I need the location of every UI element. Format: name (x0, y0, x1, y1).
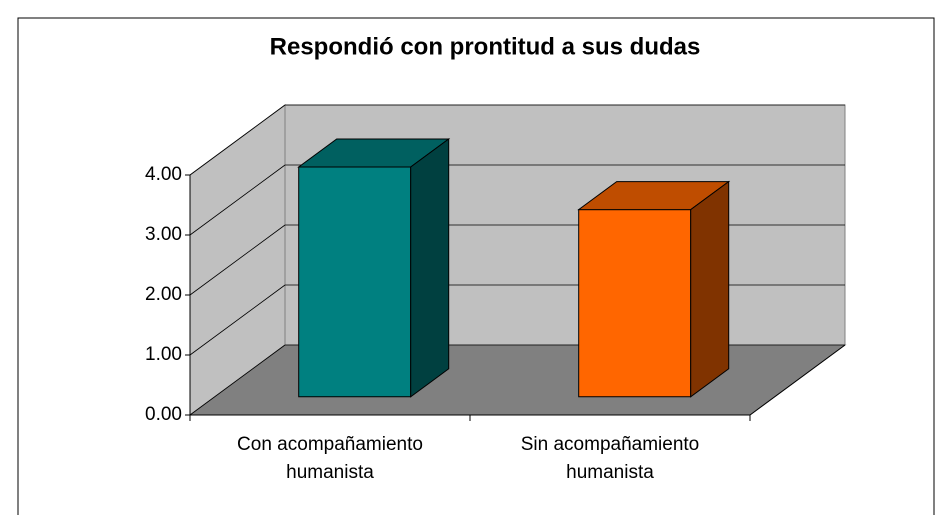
y-tick-label: 4.00 (145, 164, 182, 185)
y-tick-label: 2.00 (145, 284, 182, 305)
y-tick-label: 1.00 (145, 344, 182, 365)
grid-line (189, 224, 286, 296)
grid-line (189, 284, 286, 356)
bar-front (578, 209, 692, 398)
bar-side (410, 138, 450, 398)
y-tick-label: 3.00 (145, 224, 182, 245)
x-tick-label: Con acompañamiento humanista (237, 434, 423, 483)
grid-line (189, 344, 286, 416)
x-tick-label: Sin acompañamiento humanista (521, 434, 700, 483)
bar-front (298, 166, 412, 398)
grid-line (189, 164, 286, 236)
x-axis-back (749, 344, 846, 416)
chart-title: Respondió con prontitud a sus dudas (270, 33, 701, 60)
floor (188, 344, 847, 416)
grid-line (189, 104, 286, 176)
bar-side (690, 180, 730, 398)
y-tick-label: 0.00 (145, 404, 182, 425)
